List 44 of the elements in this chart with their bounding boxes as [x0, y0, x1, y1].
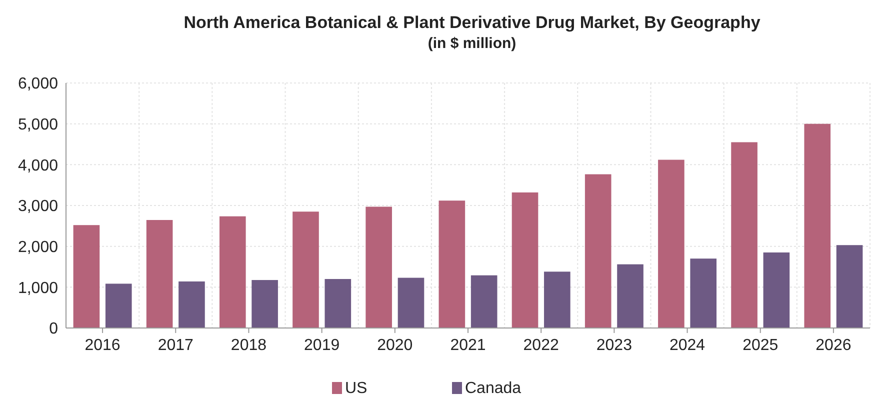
- bar: [512, 192, 538, 328]
- y-tick-label: 6,000: [18, 76, 58, 93]
- bar: [105, 284, 132, 328]
- y-tick-label: 1,000: [18, 280, 58, 297]
- bar: [146, 220, 173, 328]
- x-tick-label: 2026: [816, 337, 852, 354]
- x-tick-label: 2025: [742, 337, 778, 354]
- legend-label: Canada: [465, 380, 522, 397]
- y-tick-label: 2,000: [18, 238, 58, 256]
- legend-label: US: [345, 380, 368, 397]
- bar: [731, 142, 758, 328]
- chart-subtitle: (in $ million): [428, 35, 516, 52]
- y-tick-label: 5,000: [18, 116, 58, 134]
- bar: [690, 258, 717, 328]
- y-tick-label: 4,000: [18, 157, 58, 174]
- bar: [292, 212, 319, 328]
- x-tick-label: 2021: [450, 337, 486, 354]
- x-tick-label: 2022: [523, 337, 559, 354]
- bar: [584, 174, 612, 328]
- bar: [219, 216, 246, 328]
- bar: [763, 252, 790, 328]
- bar: [658, 160, 684, 328]
- bar: [617, 264, 644, 328]
- x-tick-label: 2020: [377, 337, 413, 354]
- bar: [804, 124, 831, 328]
- bar: [366, 206, 392, 328]
- bar: [470, 275, 498, 328]
- x-tick-label: 2023: [596, 337, 632, 354]
- x-tick-label: 2024: [669, 337, 706, 354]
- y-tick-label: 0: [49, 320, 58, 338]
- bar: [324, 279, 352, 328]
- x-tick-label: 2016: [84, 337, 120, 354]
- bar: [544, 272, 570, 328]
- bar: [252, 280, 278, 328]
- bar: [836, 245, 863, 328]
- bar: [178, 281, 205, 328]
- bar: [438, 200, 466, 328]
- x-tick-label: 2019: [304, 337, 340, 354]
- bar: [398, 278, 424, 328]
- x-tick-label: 2017: [158, 337, 194, 354]
- chart-title: North America Botanical & Plant Derivative Drug Market, By Geography: [184, 13, 761, 32]
- y-tick-label: 3,000: [18, 198, 58, 216]
- bar: [73, 225, 100, 328]
- x-tick-label: 2018: [230, 337, 267, 354]
